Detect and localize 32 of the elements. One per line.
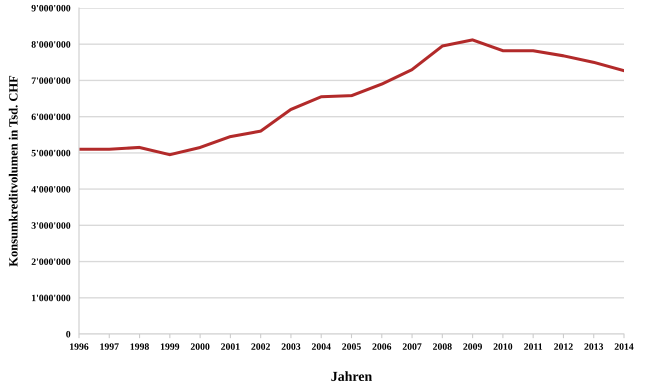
x-tick-label: 2014 [614, 343, 634, 350]
x-tick-label: 2007 [402, 343, 422, 350]
x-tick-label: 2005 [342, 343, 361, 350]
x-axis-title: Jahren [331, 371, 372, 382]
y-tick-label: 9'000'000 [32, 4, 70, 12]
y-tick-label: 0 [66, 330, 70, 338]
x-tick-label: 1998 [130, 343, 149, 350]
y-tick-label: 3'000'000 [32, 222, 70, 229]
x-tick-label: 2006 [372, 343, 392, 350]
y-tick-label: 6'000'000 [32, 114, 70, 120]
y-tick-label: 8'000'000 [32, 41, 70, 48]
x-tick-label: 1996 [70, 343, 88, 350]
line-series [79, 38, 624, 156]
y-axis-title: Konsumkreditvolumen in Tsd. CHF [8, 76, 18, 267]
y-tick-label: 2'000'000 [32, 258, 70, 266]
x-tick-label: 2010 [494, 343, 512, 350]
x-tick-label: 2002 [251, 343, 270, 350]
y-tick-label: 4'000'000 [31, 186, 70, 193]
x-tick-label: 2013 [584, 343, 604, 350]
x-tick-label: 1997 [100, 343, 119, 350]
x-tick-label: 2004 [312, 343, 331, 350]
x-tick-label: 2011 [524, 343, 542, 350]
x-tick-label: 1999 [160, 343, 180, 350]
x-tick-label: 2001 [221, 343, 240, 350]
y-tick-label: 5'000'000 [32, 150, 70, 156]
y-tick-label: 1'000'000 [32, 294, 70, 302]
y-tick-label: 7'000'000 [32, 77, 70, 84]
x-tick-label: 2003 [282, 343, 300, 350]
x-tick-label: 2000 [190, 343, 210, 350]
x-tick-label: 2012 [554, 343, 573, 350]
x-tick-label: 2008 [433, 343, 452, 350]
x-tick-label: 2009 [463, 343, 482, 350]
